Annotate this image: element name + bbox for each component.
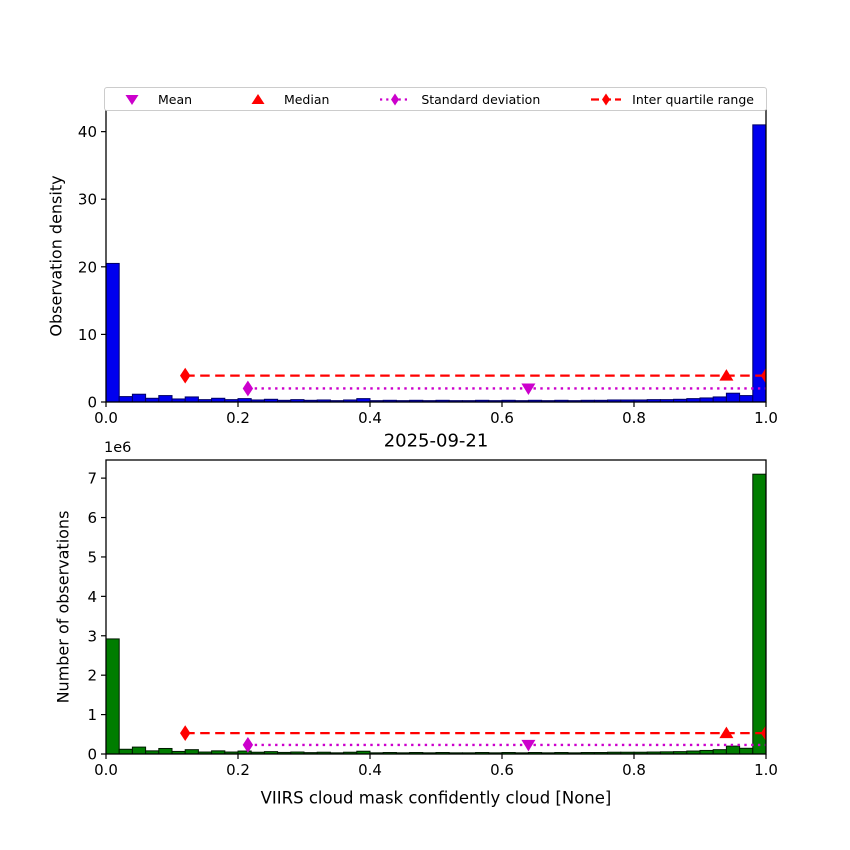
y-tick-label: 4 <box>87 588 97 606</box>
x-tick-label: 0.8 <box>622 761 646 779</box>
histogram-bar <box>739 747 754 754</box>
y-tick-label: 40 <box>78 123 97 141</box>
histogram-bar <box>739 395 754 402</box>
legend: Mean Median Standard deviation Inter quarti… <box>104 87 767 111</box>
diamond-dotted-line-icon <box>380 93 411 105</box>
stats-overlay <box>180 367 766 397</box>
histogram-bar <box>158 747 173 754</box>
histogram-bars <box>106 473 766 754</box>
axes-frame <box>105 459 767 755</box>
y-tick-label: 10 <box>78 326 97 344</box>
mean-triangle-marker <box>521 739 536 752</box>
x-tick-label: 1.0 <box>754 761 778 779</box>
x-tick-label: 0.2 <box>226 761 250 779</box>
histogram-bar <box>184 396 199 402</box>
y-tick-label: 6 <box>87 509 97 527</box>
median-triangle-marker <box>719 726 734 739</box>
x-tick-label: 0.6 <box>490 761 514 779</box>
y-tick-label: 5 <box>87 548 97 566</box>
y-tick-label: 1 <box>87 706 97 724</box>
x-tick-label: 0.2 <box>226 409 250 427</box>
diamond-marker <box>180 725 191 742</box>
y-tick-label: 0 <box>87 394 97 412</box>
legend-label: Mean <box>158 91 193 107</box>
x-tick-label: 1.0 <box>754 409 778 427</box>
histogram-bar <box>131 746 147 754</box>
x-axis-label: VIIRS cloud mask confidently cloud [None… <box>260 788 612 808</box>
plot-title-date: 2025-09-21 <box>383 430 489 452</box>
histogram-bar <box>106 262 120 402</box>
number-of-observations-plot: 0.0 0.2 0.4 0.6 0.8 1.0 0 1 2 3 4 5 6 7 <box>87 459 778 779</box>
triangle-down-icon <box>125 94 139 105</box>
diamond-marker <box>760 367 766 384</box>
histogram-bar <box>184 749 199 754</box>
stats-overlay <box>180 725 766 753</box>
x-tick-label: 0.4 <box>358 409 382 427</box>
legend-item-standard-deviation: Standard deviation <box>378 92 540 107</box>
histogram-bar <box>158 395 173 402</box>
axes-frame <box>105 109 767 403</box>
x-tick-label: 0.6 <box>490 409 514 427</box>
y-tick-label: 20 <box>78 258 97 276</box>
top-y-axis-label: Observation density <box>46 175 66 337</box>
legend-item-mean: Mean <box>115 92 192 107</box>
y-tick-label: 2 <box>87 667 97 685</box>
x-tick-label: 0.0 <box>94 761 118 779</box>
histogram-bar <box>725 392 741 402</box>
histogram-bar <box>725 745 741 754</box>
legend-item-median: Median <box>241 92 329 107</box>
legend-item-inter-quartile-range: Inter quartile range <box>589 92 754 107</box>
diamond-marker <box>180 367 191 384</box>
y-tick-label: 7 <box>87 470 97 488</box>
histogram-bar <box>131 393 147 402</box>
legend-label: Median <box>283 91 330 107</box>
x-tick-label: 0.0 <box>94 409 118 427</box>
mean-triangle-marker <box>521 383 536 395</box>
diamond-marker <box>242 737 254 753</box>
legend-label: Inter quartile range <box>632 91 754 107</box>
triangle-up-icon <box>251 93 265 104</box>
histogram-bars <box>106 124 766 402</box>
diamond-dashed-line-icon <box>591 93 622 105</box>
histogram-bar <box>118 396 133 402</box>
histogram-bar <box>712 396 727 402</box>
median-triangle-marker <box>719 369 734 381</box>
y-tick-label: 0 <box>87 746 97 764</box>
y-tick-label: 3 <box>87 627 97 645</box>
histogram-bar <box>752 124 766 402</box>
histogram-bar <box>712 749 727 754</box>
diamond-marker <box>242 380 254 397</box>
histogram-bar <box>752 473 766 754</box>
x-tick-label: 0.8 <box>622 409 646 427</box>
y-axis-offset-label: 1e6 <box>104 440 132 456</box>
diamond-marker <box>760 725 766 742</box>
histogram-bar <box>106 638 120 754</box>
histogram-bar <box>118 748 133 754</box>
bottom-y-axis-label: Number of observations <box>53 510 73 704</box>
y-tick-label: 30 <box>78 191 97 209</box>
x-tick-label: 0.4 <box>358 761 382 779</box>
legend-label: Standard deviation <box>421 91 541 107</box>
observation-density-plot: 0.0 0.2 0.4 0.6 0.8 1.0 0 10 20 30 40 <box>78 109 778 427</box>
